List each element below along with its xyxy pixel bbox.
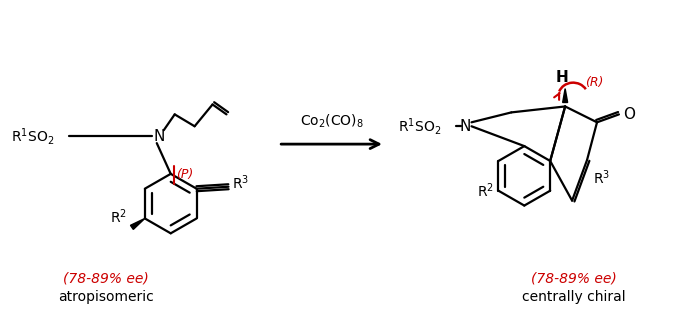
Text: N: N — [460, 119, 471, 134]
Text: O: O — [623, 107, 635, 122]
Text: Co$_2$(CO)$_8$: Co$_2$(CO)$_8$ — [300, 113, 363, 130]
Text: (78-89% ee): (78-89% ee) — [63, 272, 149, 286]
Text: H: H — [556, 70, 568, 85]
Text: R$^1$SO$_2$: R$^1$SO$_2$ — [11, 126, 55, 147]
Text: N: N — [153, 129, 164, 144]
Text: R$^2$: R$^2$ — [110, 207, 127, 226]
Text: R$^2$: R$^2$ — [477, 181, 494, 200]
Text: (78-89% ee): (78-89% ee) — [531, 272, 617, 286]
Text: (P): (P) — [176, 168, 193, 181]
Text: R$^1$SO$_2$: R$^1$SO$_2$ — [398, 116, 441, 137]
Text: R$^3$: R$^3$ — [232, 173, 250, 192]
Text: centrally chiral: centrally chiral — [522, 290, 626, 304]
Polygon shape — [130, 219, 145, 230]
Text: (R): (R) — [585, 76, 603, 89]
Text: R$^3$: R$^3$ — [593, 168, 610, 187]
Text: atropisomeric: atropisomeric — [58, 290, 154, 304]
Polygon shape — [563, 89, 568, 102]
